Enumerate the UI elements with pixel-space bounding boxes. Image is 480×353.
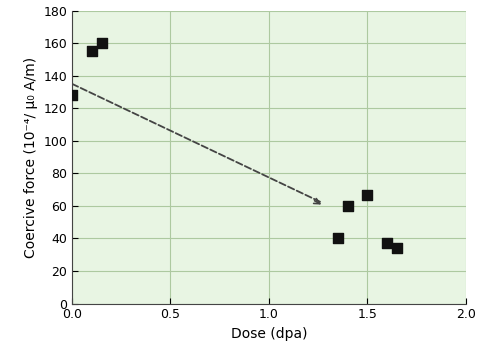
Point — [334, 236, 342, 241]
Point — [344, 203, 351, 209]
X-axis label: Dose (dpa): Dose (dpa) — [230, 327, 307, 341]
Y-axis label: Coercive force (10⁻⁴/ μ₀ A/m): Coercive force (10⁻⁴/ μ₀ A/m) — [24, 56, 38, 258]
Point — [393, 245, 400, 251]
Point — [68, 92, 76, 98]
Point — [363, 192, 371, 197]
Point — [88, 48, 96, 54]
Point — [98, 40, 106, 46]
Point — [383, 240, 391, 246]
